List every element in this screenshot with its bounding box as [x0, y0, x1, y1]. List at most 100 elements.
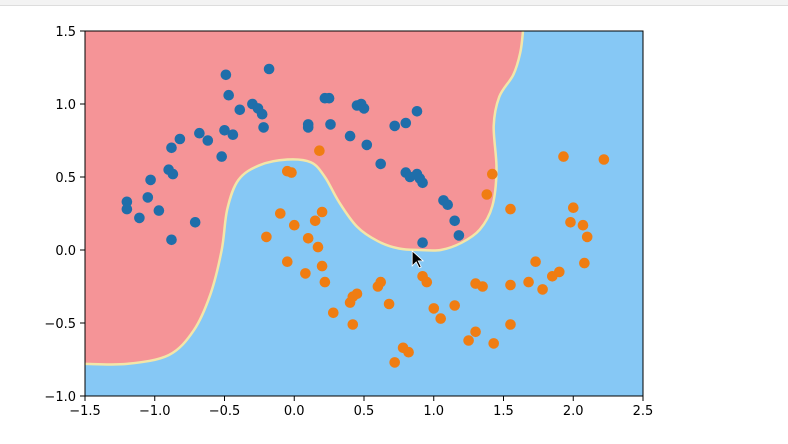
data-points — [121, 63, 610, 368]
data-point-class-0 — [417, 237, 428, 248]
x-tick-label: 2.5 — [633, 404, 654, 419]
data-point-class-0 — [166, 142, 177, 154]
data-point-class-0 — [216, 151, 227, 162]
data-point-class-0 — [227, 129, 239, 140]
data-point-class-0 — [302, 122, 314, 133]
data-point-class-0 — [223, 89, 234, 101]
window-top-edge — [0, 0, 788, 6]
y-tick-label: 0.5 — [55, 171, 76, 186]
data-point-class-0 — [453, 230, 465, 241]
x-tick-label: 1.5 — [493, 404, 514, 419]
data-point-class-0 — [258, 122, 269, 133]
data-point-class-0 — [361, 139, 373, 151]
data-point-class-1 — [383, 298, 395, 310]
data-point-class-1 — [435, 313, 447, 324]
data-point-class-0 — [358, 103, 370, 114]
x-axis: −1.5 −1.0 −0.5 0.0 0.5 1.0 1.5 2.0 2.5 — [69, 396, 653, 419]
data-point-class-0 — [142, 192, 154, 203]
data-point-class-1 — [470, 326, 481, 338]
data-point-class-1 — [449, 300, 461, 311]
data-point-class-1 — [505, 203, 516, 215]
data-point-class-1 — [316, 260, 328, 272]
data-point-class-1 — [579, 257, 590, 269]
data-point-class-0 — [344, 130, 356, 142]
data-point-class-1 — [554, 266, 565, 278]
data-point-class-0 — [442, 199, 454, 210]
x-tick-label: −1.5 — [69, 404, 101, 419]
data-point-class-0 — [417, 177, 428, 189]
data-point-class-0 — [389, 120, 401, 132]
data-point-class-1 — [581, 231, 593, 243]
plot-area — [85, 31, 643, 396]
y-tick-label: 0.0 — [55, 244, 76, 259]
data-point-class-0 — [325, 119, 336, 130]
data-point-class-0 — [400, 117, 412, 129]
y-tick-label: 1.0 — [55, 98, 76, 113]
x-tick-label: 0.0 — [284, 404, 305, 419]
data-point-class-1 — [481, 189, 493, 200]
data-point-class-1 — [286, 167, 297, 178]
data-point-class-0 — [145, 174, 156, 186]
data-point-class-1 — [505, 279, 516, 291]
data-point-class-1 — [577, 219, 589, 231]
data-point-class-1 — [565, 217, 576, 228]
data-point-class-1 — [403, 346, 414, 358]
data-point-class-1 — [523, 276, 534, 288]
data-point-class-0 — [121, 196, 133, 208]
data-point-class-1 — [275, 208, 286, 219]
data-point-class-1 — [309, 215, 321, 227]
data-point-class-1 — [261, 231, 272, 243]
data-point-class-1 — [558, 151, 569, 162]
x-tick-label: −0.5 — [209, 404, 241, 419]
data-point-class-1 — [328, 307, 339, 319]
mouse-cursor-icon — [411, 249, 425, 269]
data-point-class-0 — [167, 168, 179, 180]
data-point-class-1 — [319, 276, 331, 288]
data-point-class-0 — [323, 92, 335, 104]
data-point-class-1 — [463, 335, 474, 346]
data-point-class-0 — [263, 63, 275, 75]
data-point-class-1 — [347, 319, 359, 330]
data-point-class-0 — [121, 203, 133, 215]
data-point-class-0 — [134, 212, 145, 224]
x-tick-label: 0.5 — [354, 404, 375, 419]
data-point-class-0 — [411, 106, 423, 117]
data-point-class-0 — [220, 69, 232, 81]
data-point-class-1 — [316, 206, 328, 218]
data-point-class-1 — [487, 168, 498, 180]
x-tick-label: −1.0 — [139, 404, 171, 419]
data-point-class-0 — [234, 104, 246, 116]
data-point-class-1 — [289, 219, 300, 231]
data-point-class-1 — [505, 319, 516, 330]
data-point-class-0 — [166, 234, 177, 246]
y-tick-label: −1.0 — [44, 390, 76, 405]
data-point-class-0 — [256, 108, 268, 120]
data-point-class-0 — [189, 217, 201, 228]
data-point-class-1 — [537, 284, 548, 295]
data-point-class-0 — [174, 133, 186, 145]
data-point-class-1 — [477, 281, 488, 292]
data-point-class-1 — [282, 256, 293, 268]
data-point-class-1 — [314, 145, 325, 156]
x-tick-label: 2.0 — [563, 404, 584, 419]
data-point-class-0 — [449, 215, 461, 227]
data-point-class-1 — [568, 202, 579, 213]
data-point-class-0 — [375, 158, 387, 170]
data-point-class-0 — [202, 135, 214, 146]
y-axis: −1.0 −0.5 0.0 0.5 1.0 1.5 — [44, 25, 85, 405]
data-point-class-1 — [389, 357, 401, 368]
data-point-class-1 — [421, 276, 433, 288]
data-point-class-1 — [428, 303, 440, 314]
x-tick-label: 1.0 — [423, 404, 444, 419]
data-point-class-1 — [302, 233, 314, 244]
data-point-class-1 — [530, 256, 541, 268]
data-point-class-1 — [598, 154, 610, 165]
data-point-class-0 — [194, 127, 205, 139]
data-point-class-1 — [375, 276, 387, 288]
data-point-class-0 — [153, 205, 165, 216]
y-tick-label: 1.5 — [55, 25, 76, 40]
decision-boundary-line — [85, 31, 525, 366]
data-point-class-1 — [488, 338, 500, 349]
